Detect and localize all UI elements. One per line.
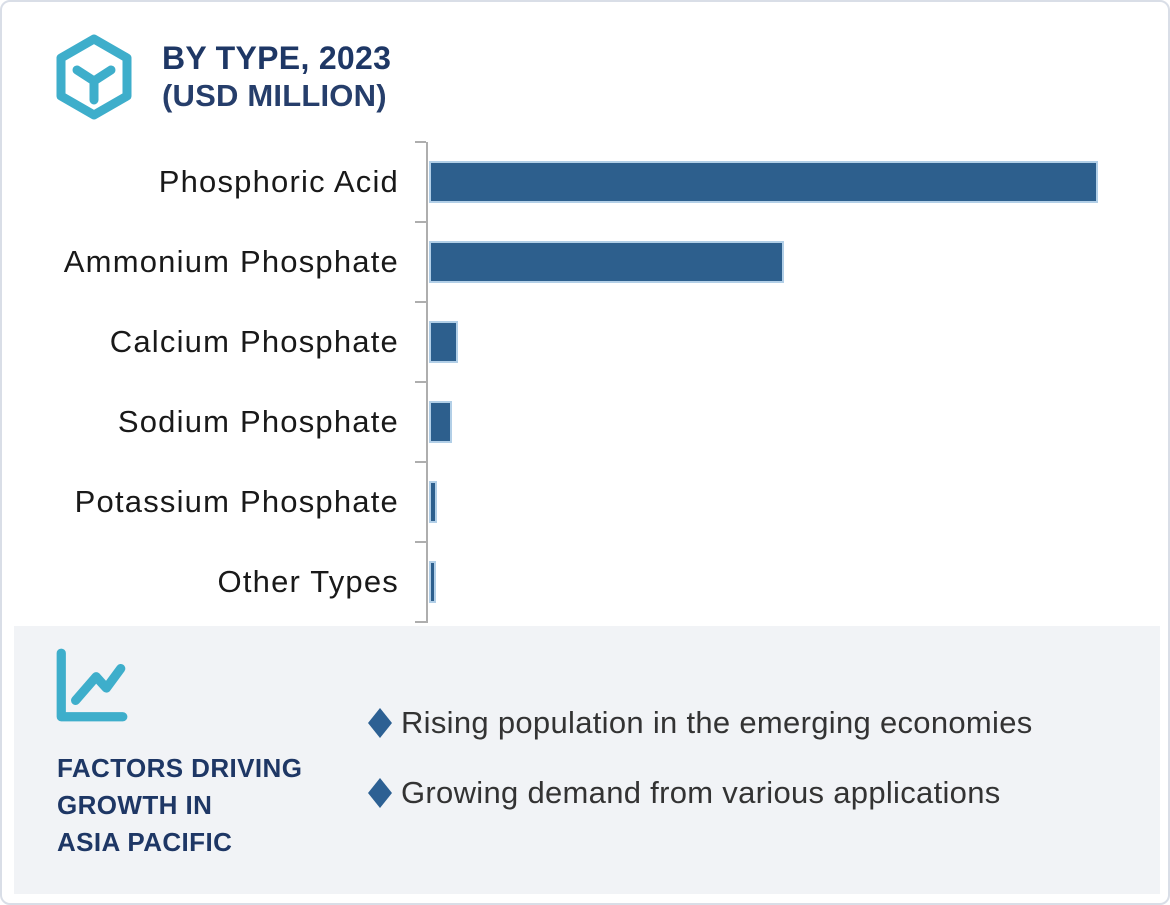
bar-track [429,302,1098,382]
factors-heading: FACTORS DRIVING GROWTH IN ASIA PACIFIC [57,750,302,861]
bullet-text: Rising population in the emerging econom… [401,705,1033,740]
bullet-text: Growing demand from various applications [401,775,1001,810]
category-label: Phosphoric Acid [158,164,399,199]
bar-potassium-phosphate [429,481,438,523]
bar-calcium-phosphate [429,321,458,363]
diamond-bullet-icon [368,708,392,738]
diamond-bullet-icon [368,778,392,808]
factors-bullet-list: Rising population in the emerging econom… [368,698,1033,838]
axis-tick [415,381,426,383]
bar-track [429,462,1098,542]
line-chart-icon [56,648,128,722]
bar-track [429,222,1098,302]
bullet-item: Growing demand from various applications [368,768,1033,818]
category-label: Ammonium Phosphate [63,244,399,279]
factors-panel: FACTORS DRIVING GROWTH IN ASIA PACIFIC R… [14,626,1160,894]
bar-phosphoric-acid [429,161,1098,203]
bar-ammonium-phosphate [429,241,784,283]
bullet-item: Rising population in the emerging econom… [368,698,1033,748]
bar-sodium-phosphate [429,401,452,443]
chart-title: BY TYPE, 2023 [162,40,392,76]
factors-heading-line: GROWTH IN [57,790,213,820]
axis-tick [415,221,426,223]
chart-header: BY TYPE, 2023 (USD MILLION) [162,40,391,114]
category-label: Calcium Phosphate [109,324,399,359]
hexagon-cube-icon [56,34,132,120]
value-axis-line [426,142,428,623]
axis-tick [415,461,426,463]
category-label: Potassium Phosphate [74,484,399,519]
bar-track [429,542,1098,622]
factors-heading-line: ASIA PACIFIC [57,827,233,857]
bar-chart: Phosphoric Acid Ammonium Phosphate Calci… [2,2,1168,632]
bar-other-types [429,561,436,603]
axis-tick [415,541,426,543]
axis-tick [415,141,426,143]
axis-tick [415,621,426,623]
chart-subtitle: (USD MILLION) [162,78,387,113]
bar-track [429,382,1098,462]
category-label: Sodium Phosphate [117,404,399,439]
factors-heading-line: FACTORS DRIVING [57,753,303,783]
category-label: Other Types [217,564,399,599]
axis-tick [415,301,426,303]
bar-track [429,142,1098,222]
